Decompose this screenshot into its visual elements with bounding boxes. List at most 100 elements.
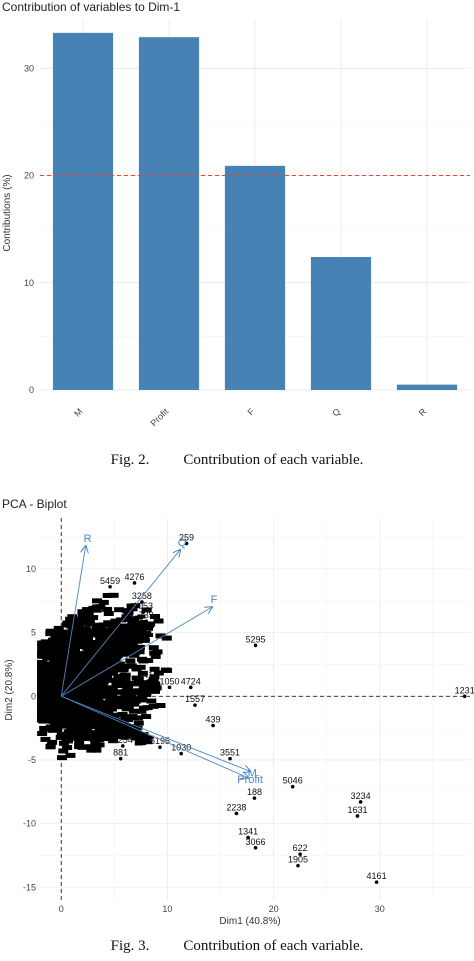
cloud-mark (155, 633, 166, 639)
biplot-y-axis-label: Dim2 (20.8%) (4, 659, 15, 720)
cloud-mark (40, 644, 51, 650)
cloud-mark (122, 717, 133, 723)
cloud-mark (143, 681, 154, 687)
cloud-mark (68, 653, 79, 659)
cloud-mark (146, 698, 157, 704)
cloud-mark (153, 618, 164, 624)
cloud-mark (55, 734, 66, 740)
cloud-mark (133, 720, 144, 726)
x-tick-label: F (245, 406, 256, 417)
cloud-mark (104, 704, 115, 710)
cloud-mark (111, 623, 122, 629)
cloud-mark (126, 603, 137, 609)
cloud-mark (71, 660, 80, 665)
cloud-mark (83, 703, 92, 708)
cloud-mark (160, 667, 171, 673)
cloud-mark (141, 688, 152, 694)
cloud-mark (127, 714, 138, 720)
cloud-mark (134, 644, 145, 650)
cloud-mark (108, 639, 117, 644)
point-1231 (462, 694, 467, 699)
cloud-mark (109, 648, 118, 653)
cloud-mark (62, 745, 73, 751)
arrow-q (60, 550, 180, 697)
cloud-mark (116, 729, 125, 734)
cloud-mark (45, 709, 56, 715)
cloud-mark (155, 702, 166, 708)
cloud-mark (104, 632, 113, 637)
cloud-mark (132, 733, 141, 738)
bar-f (224, 165, 286, 390)
cloud-mark (93, 694, 104, 700)
cloud-mark (135, 738, 144, 743)
cloud-mark (133, 676, 144, 682)
cloud-mark (37, 667, 48, 673)
cloud-mark (66, 702, 77, 708)
cloud-mark (110, 620, 121, 626)
cloud-mark (37, 714, 48, 720)
cloud-mark (70, 622, 81, 628)
cloud-mark (52, 727, 63, 733)
cloud-mark (130, 627, 139, 632)
cloud-mark (53, 625, 64, 631)
cloud-mark (63, 729, 74, 735)
cloud-mark (62, 732, 73, 738)
cloud-mark (100, 691, 111, 697)
cloud-mark (110, 733, 119, 738)
cloud-mark (78, 612, 89, 618)
cloud-mark (121, 623, 130, 628)
arrow-label-profit: Profit (237, 774, 263, 786)
bar-chart-y-axis-label: Contributions (%) (2, 174, 13, 251)
cloud-mark (98, 599, 109, 605)
cloud-mark (105, 677, 116, 683)
cloud-mark (99, 724, 108, 729)
cloud-mark (83, 718, 92, 723)
cloud-mark (67, 634, 78, 640)
cloud-mark (137, 620, 146, 625)
y-tick-label: -15 (23, 882, 36, 892)
cloud-mark (74, 729, 85, 735)
cloud-mark (69, 670, 78, 675)
cloud-mark (133, 730, 142, 735)
cloud-mark (38, 640, 49, 646)
bar-chart-bars (40, 32, 470, 390)
cloud-mark (107, 702, 118, 708)
cloud-mark (71, 714, 82, 720)
cloud-mark (150, 688, 161, 694)
cloud-mark (134, 725, 143, 730)
cloud-mark (63, 738, 74, 744)
cloud-mark (67, 614, 78, 620)
cloud-mark (75, 688, 86, 694)
cloud-mark (123, 651, 134, 657)
cloud-mark (120, 672, 131, 678)
cloud-mark (49, 699, 60, 705)
cloud-mark (92, 598, 103, 604)
point-label-1557: 1557 (185, 694, 205, 704)
y-tick-label: 0 (29, 385, 34, 395)
cloud-mark (99, 654, 108, 659)
point-label-3234: 3234 (351, 791, 371, 801)
cloud-mark (141, 636, 150, 641)
cloud-mark (48, 650, 59, 656)
cloud-mark (122, 631, 131, 636)
bar-m (52, 32, 114, 390)
point-1341 (246, 835, 250, 840)
point-label-881: 881 (113, 748, 128, 758)
cloud-mark (132, 715, 143, 721)
bar-profit (138, 37, 200, 390)
cloud-mark (70, 683, 79, 688)
cloud-mark (77, 709, 86, 714)
cloud-mark (129, 641, 138, 646)
cloud-mark (61, 690, 70, 695)
cloud-mark (119, 629, 128, 634)
point-439 (211, 723, 215, 728)
y-tick-label: 5 (31, 628, 36, 638)
cloud-mark (76, 697, 87, 703)
cloud-mark (136, 708, 147, 714)
arrow-m (61, 695, 250, 771)
cloud-mark (59, 721, 70, 727)
point-label-259: 259 (179, 532, 194, 542)
cloud-mark (86, 654, 95, 659)
cloud-mark (63, 717, 74, 723)
cloud-mark (45, 743, 56, 749)
